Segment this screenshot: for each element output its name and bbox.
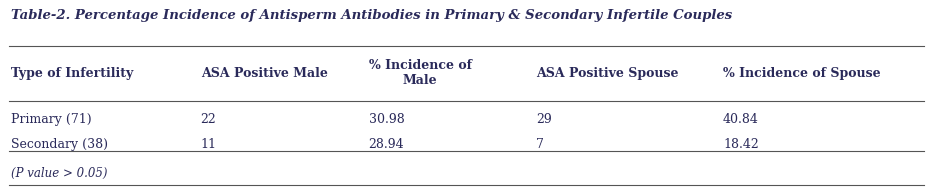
Text: 7: 7: [536, 138, 544, 151]
Text: 40.84: 40.84: [723, 113, 759, 126]
Text: Table-2. Percentage Incidence of Antisperm Antibodies in Primary & Secondary Inf: Table-2. Percentage Incidence of Antispe…: [11, 9, 732, 22]
Text: 11: 11: [201, 138, 216, 151]
Text: 22: 22: [201, 113, 216, 126]
Text: (P value > 0.05): (P value > 0.05): [11, 167, 107, 180]
Text: 28.94: 28.94: [369, 138, 404, 151]
Text: 18.42: 18.42: [723, 138, 759, 151]
Text: Secondary (38): Secondary (38): [11, 138, 108, 151]
Text: 30.98: 30.98: [369, 113, 404, 126]
Text: Type of Infertility: Type of Infertility: [11, 67, 133, 80]
Text: ASA Positive Spouse: ASA Positive Spouse: [536, 67, 679, 80]
Text: % Incidence of Spouse: % Incidence of Spouse: [723, 67, 881, 80]
Text: ASA Positive Male: ASA Positive Male: [201, 67, 327, 80]
Text: % Incidence of
Male: % Incidence of Male: [369, 59, 471, 87]
Text: Primary (71): Primary (71): [11, 113, 91, 126]
Text: 29: 29: [536, 113, 552, 126]
